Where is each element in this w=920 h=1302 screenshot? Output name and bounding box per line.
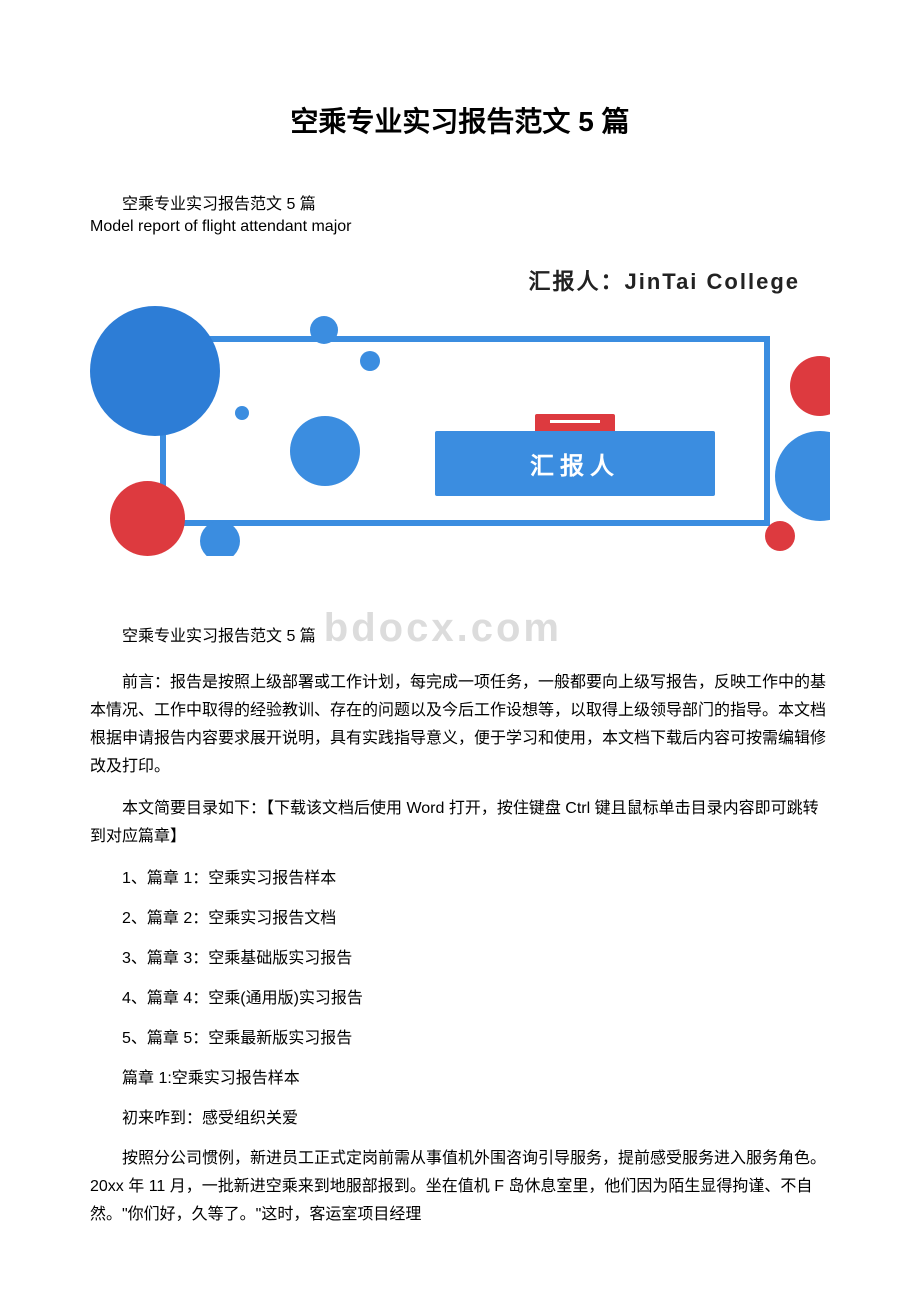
- toc-item: 1、篇章 1：空乘实习报告样本: [90, 865, 830, 893]
- circle-decor: [200, 521, 240, 556]
- reporter-name: JinTai College: [624, 269, 800, 294]
- chapter-heading: 篇章 1:空乘实习报告样本: [90, 1065, 830, 1093]
- chapter-subheading: 初来咋到：感受组织关爱: [90, 1105, 830, 1133]
- watermark-row: 空乘专业实习报告范文 5 篇 bdocx.com: [90, 606, 830, 651]
- circle-decor: [90, 306, 220, 436]
- toc-item: 4、篇章 4：空乘(通用版)实习报告: [90, 985, 830, 1013]
- document-page: 空乘专业实习报告范文 5 篇 空乘专业实习报告范文 5 篇 Model repo…: [0, 0, 920, 1283]
- circle-decor: [235, 406, 249, 420]
- foreword-paragraph: 前言：报告是按照上级部署或工作计划，每完成一项任务，一般都要向上级写报告，反映工…: [90, 669, 830, 781]
- reporter-prefix: 汇报人：: [528, 269, 624, 294]
- body-paragraph: 按照分公司惯例，新进员工正式定岗前需从事值机外围咨询引导服务，提前感受服务进入服…: [90, 1145, 830, 1229]
- circle-decor: [360, 351, 380, 371]
- page-title: 空乘专业实习报告范文 5 篇: [90, 100, 830, 140]
- toc-intro: 本文简要目录如下：【下载该文档后使用 Word 打开，按住键盘 Ctrl 键且鼠…: [90, 795, 830, 851]
- label-bar: 汇报人: [435, 431, 715, 496]
- subtitle-chinese: 空乘专业实习报告范文 5 篇: [90, 190, 830, 214]
- circle-decor: [310, 316, 338, 344]
- reporter-label: 汇报人：JinTai College: [528, 264, 800, 296]
- circle-decor: [775, 431, 830, 521]
- header-graphic: 汇报人：JinTai College 汇报人: [90, 256, 830, 556]
- subtitle-repeat: 空乘专业实习报告范文 5 篇: [90, 622, 316, 646]
- circle-decor: [790, 356, 830, 416]
- toc-item: 5、篇章 5：空乘最新版实习报告: [90, 1025, 830, 1053]
- circle-decor: [110, 481, 185, 556]
- circle-decor: [290, 416, 360, 486]
- toc-item: 3、篇章 3：空乘基础版实习报告: [90, 945, 830, 973]
- toc-item: 2、篇章 2：空乘实习报告文档: [90, 905, 830, 933]
- subtitle-english: Model report of flight attendant major: [90, 218, 830, 236]
- watermark-text: bdocx.com: [324, 606, 562, 651]
- circle-decor: [765, 521, 795, 551]
